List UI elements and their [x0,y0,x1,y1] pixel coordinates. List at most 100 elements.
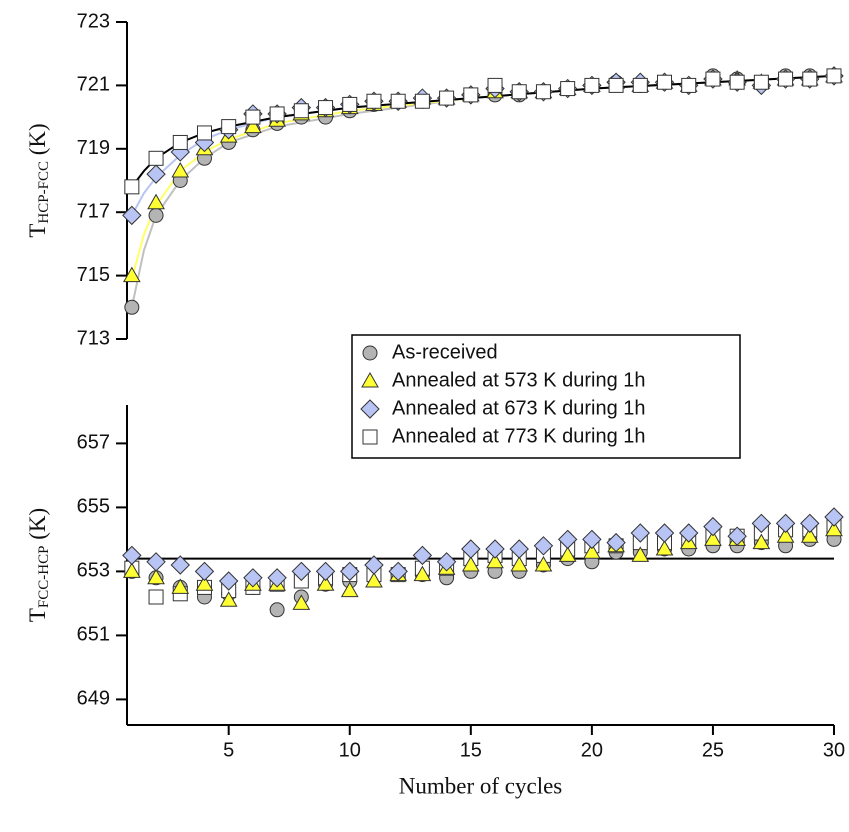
point [800,513,820,534]
point [802,71,818,87]
x-tick-label: 20 [581,739,603,761]
point [194,561,215,582]
point [147,568,165,585]
point [775,513,796,534]
point [778,71,794,87]
point [414,93,430,109]
point [461,555,480,572]
legend-marker [360,399,380,419]
point [534,555,553,572]
point [122,562,141,578]
point [655,539,674,556]
point [558,546,577,562]
x-tick-label: 15 [460,739,482,761]
point [122,205,142,226]
point [463,87,479,103]
point [681,77,697,93]
y-tick-label: 719 [77,137,110,159]
point [752,533,771,550]
point [511,84,527,100]
fit-line [130,74,835,280]
y-tick-label: 649 [77,688,110,710]
point [342,96,358,112]
point [243,568,263,588]
y-label-unit: (K) [25,508,50,546]
legend-label: Annealed at 673 K during 1h [392,397,646,419]
point [172,134,188,150]
x-tick-label: 10 [339,739,361,761]
point [510,555,529,572]
point [196,125,212,141]
fit-line [131,74,835,188]
y-label-main: T [25,224,50,238]
x-axis-label: Number of cycles [399,773,563,798]
point [293,103,309,119]
legend-label: As-received [392,341,498,363]
point [366,93,382,109]
x-tick-label: 25 [702,739,724,761]
point [365,571,383,588]
point [560,81,576,97]
y-tick-label: 651 [77,624,110,646]
point [608,77,624,93]
point [318,100,334,116]
point [122,545,142,566]
point [584,77,600,93]
point [703,516,723,537]
x-tick-label: 30 [823,739,845,761]
point [388,561,408,582]
point [171,161,190,178]
point [146,164,166,184]
y-tick-label: 713 [77,327,110,349]
point [245,109,261,125]
point [412,545,433,566]
point [390,93,406,109]
y-label-sub: HCP-FCC [36,161,52,224]
point [631,546,650,562]
point [751,513,772,534]
y-tick-label: 715 [77,264,110,286]
point [291,561,312,582]
point [826,68,842,84]
point [315,561,336,582]
point [583,543,601,559]
legend-label: Annealed at 773 K during 1h [392,425,646,447]
fit-line [130,74,835,308]
y-axis-label: TFCC-HCP (K) [25,508,52,622]
point [487,77,503,93]
point [413,565,432,582]
legend-marker [362,429,378,445]
point [535,84,551,100]
point [509,539,529,559]
point [219,591,238,607]
y-axis-label: THCP-FCC (K) [25,123,52,237]
y-tick-label: 653 [77,560,110,582]
y-label-main: T [25,608,50,622]
point [340,561,360,582]
point [218,571,239,591]
legend-label: Annealed at 573 K during 1h [392,369,646,391]
point [171,578,190,594]
legend-marker [362,345,378,361]
point [122,266,141,283]
y-tick-label: 655 [77,496,110,518]
y-tick-label: 717 [77,200,110,222]
point [776,527,795,543]
point [557,529,578,550]
y-label-sub: FCC-HCP [36,546,52,609]
point [221,119,237,135]
point [439,90,455,106]
point [269,602,285,618]
point [147,193,165,210]
point [148,207,164,223]
point [124,299,140,315]
point [705,71,721,87]
point [753,74,769,90]
point [148,589,164,605]
point [654,523,675,543]
legend-box [351,334,741,459]
point [486,552,504,569]
point [630,523,651,543]
point [170,555,190,575]
